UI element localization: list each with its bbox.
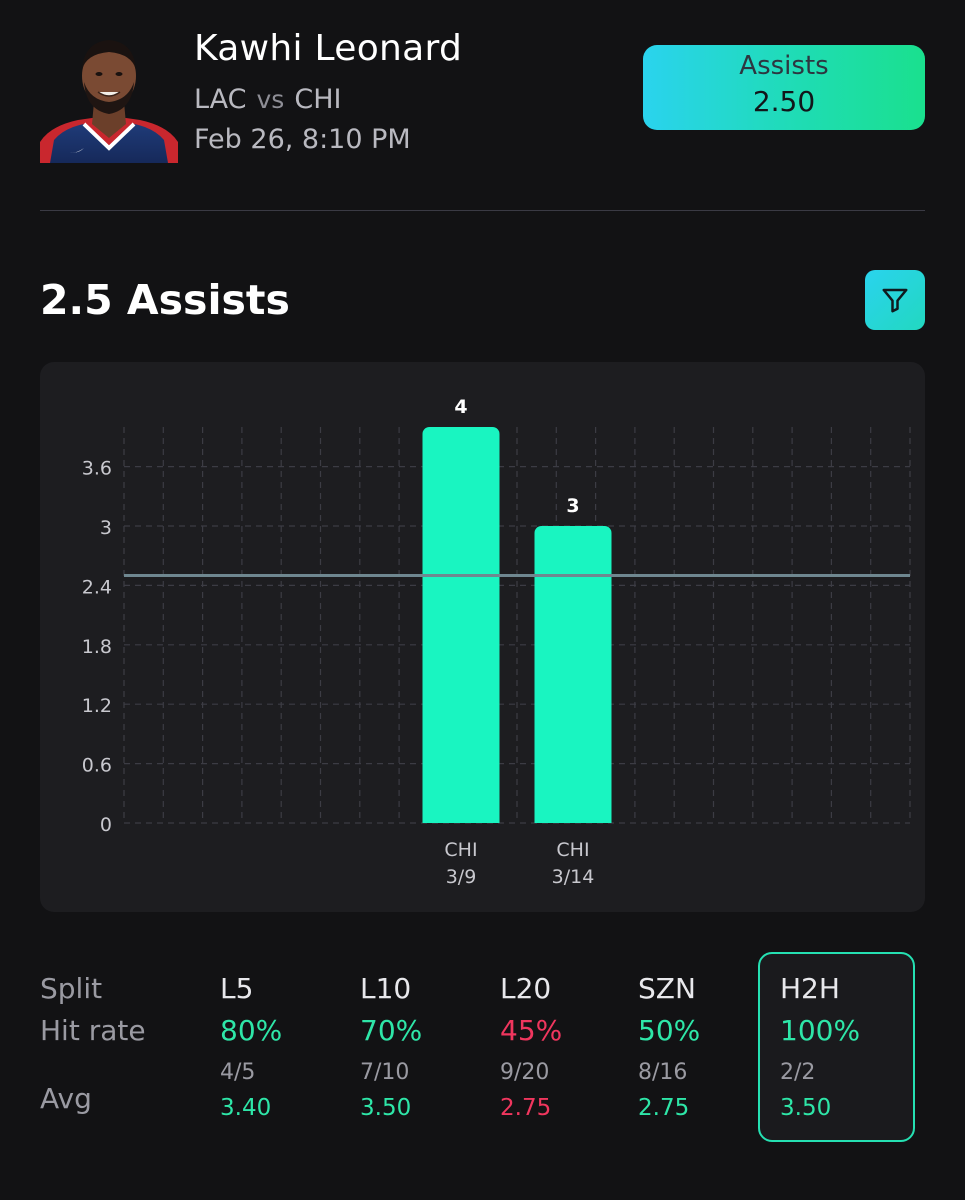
prop-line-badge[interactable]: Assists 2.50 — [643, 45, 925, 130]
split-col-l10[interactable]: L10 70% 7/10 3.50 — [360, 950, 490, 1140]
prop-line-value: 2.50 — [752, 85, 816, 118]
hit-rate-row-label: Hit rate — [40, 1014, 146, 1047]
split-hit-rate: 50% — [638, 1014, 701, 1047]
split-period: L10 — [360, 972, 412, 1005]
chart-section-title: 2.5 Assists — [40, 276, 290, 324]
bar — [422, 427, 500, 823]
x-category-opponent: CHI — [444, 839, 477, 861]
split-hit-rate: 100% — [780, 1014, 861, 1047]
y-tick-label: 1.8 — [82, 636, 112, 658]
split-count: 8/16 — [638, 1060, 688, 1085]
split-row-label: Split — [40, 972, 103, 1005]
split-col-h2h[interactable]: H2H 100% 2/2 3.50 — [780, 950, 910, 1140]
y-tick-label: 0 — [100, 814, 112, 836]
avg-row-label: Avg — [40, 1082, 92, 1115]
split-col-szn[interactable]: SZN 50% 8/16 2.75 — [638, 950, 768, 1140]
y-tick-label: 3 — [100, 517, 112, 539]
split-count: 2/2 — [780, 1060, 816, 1085]
player-avatar — [40, 30, 178, 163]
split-hit-rate: 45% — [500, 1014, 563, 1047]
chart-card: 0 0.6 1.2 1.8 2.4 3 3.6 4 CHI 3/9 3 CHI 3/14 — [40, 362, 925, 912]
split-hit-rate: 70% — [360, 1014, 423, 1047]
bar-base — [534, 813, 612, 823]
split-avg: 3.40 — [220, 1095, 272, 1121]
split-hit-rate: 80% — [220, 1014, 283, 1047]
splits-table: Split Hit rate Avg L5 80% 4/5 3.40 L10 7… — [0, 950, 965, 1150]
bar-base — [422, 813, 500, 823]
x-category-date: 3/9 — [446, 866, 477, 888]
matchup: LAC vs CHI — [194, 84, 341, 115]
y-tick-label: 0.6 — [82, 755, 112, 777]
split-period: L5 — [220, 972, 254, 1005]
vs-label: vs — [256, 85, 285, 114]
player-name: Kawhi Leonard — [194, 28, 463, 69]
game-time: Feb 26, 8:10 PM — [194, 124, 411, 155]
split-count: 4/5 — [220, 1060, 256, 1085]
bar-data-label: 4 — [454, 396, 467, 418]
team-abbr: LAC — [194, 84, 247, 115]
prop-stat-label: Assists — [739, 51, 829, 81]
header-divider — [40, 210, 925, 211]
split-avg: 2.75 — [638, 1095, 690, 1121]
funnel-icon — [882, 288, 908, 313]
bar-data-label: 3 — [566, 495, 579, 517]
split-count: 9/20 — [500, 1060, 550, 1085]
x-category-opponent: CHI — [556, 839, 589, 861]
split-avg: 3.50 — [360, 1095, 412, 1121]
opponent-abbr: CHI — [294, 84, 342, 115]
bar — [534, 526, 612, 823]
y-tick-label: 1.2 — [82, 695, 112, 717]
split-avg: 3.50 — [780, 1095, 832, 1121]
filter-button[interactable] — [865, 270, 925, 330]
split-period: H2H — [780, 972, 840, 1005]
y-tick-label: 3.6 — [82, 458, 112, 480]
y-tick-label: 2.4 — [82, 576, 112, 598]
split-period: L20 — [500, 972, 552, 1005]
x-category-date: 3/14 — [552, 866, 595, 888]
split-count: 7/10 — [360, 1060, 410, 1085]
h2h-selected-outline — [758, 952, 915, 1142]
split-avg: 2.75 — [500, 1095, 552, 1121]
split-col-l20[interactable]: L20 45% 9/20 2.75 — [500, 950, 630, 1140]
split-period: SZN — [638, 972, 696, 1005]
split-col-l5[interactable]: L5 80% 4/5 3.40 — [220, 950, 350, 1140]
assists-bar-chart: 0 0.6 1.2 1.8 2.4 3 3.6 4 CHI 3/9 3 CHI 3/14 — [82, 396, 911, 888]
